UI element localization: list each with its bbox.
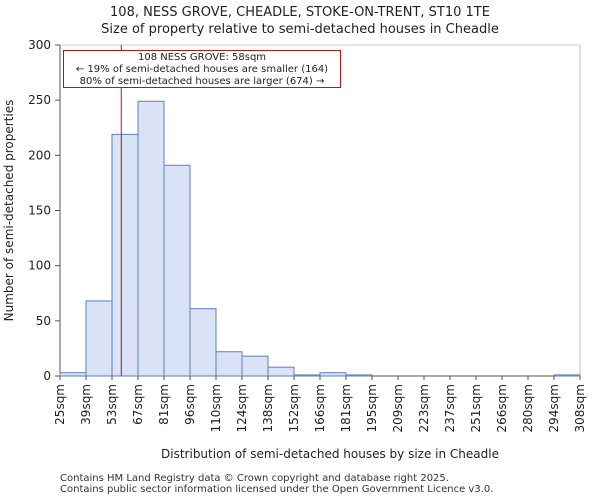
histogram-bar (189, 308, 217, 377)
annotation-line-2: ← 19% of semi-detached houses are smalle… (75, 64, 329, 75)
x-tick-label: 251sqm (469, 384, 483, 432)
x-tick-label: 96sqm (183, 384, 197, 425)
footer-line-1: Contains HM Land Registry data © Crown c… (60, 473, 449, 484)
annotation-line-1: 108 NESS GROVE: 58sqm (137, 52, 267, 63)
x-tick-label: 67sqm (131, 384, 145, 425)
x-tick-label: 237sqm (443, 384, 457, 432)
y-tick-label: 250 (28, 93, 51, 107)
x-tick-label: 195sqm (365, 384, 379, 432)
chart-subtitle: Size of property relative to semi-detach… (101, 22, 499, 37)
x-tick-label: 152sqm (287, 384, 301, 432)
annotation-line-3: 80% of semi-detached houses are larger (… (79, 76, 325, 87)
histogram-bar (345, 374, 373, 377)
x-tick-label: 280sqm (521, 384, 535, 432)
histogram-bar (59, 372, 87, 377)
y-tick-label: 100 (28, 259, 51, 273)
x-tick-label: 124sqm (235, 384, 249, 432)
x-tick-label: 294sqm (547, 384, 561, 432)
x-tick-label: 181sqm (339, 384, 353, 432)
x-tick-label: 138sqm (261, 384, 275, 432)
histogram-bar (111, 133, 139, 377)
x-tick-label: 110sqm (209, 384, 223, 432)
footer-line-2: Contains public sector information licen… (60, 484, 494, 495)
y-tick-label: 300 (28, 38, 51, 52)
histogram-bar (215, 351, 243, 377)
histogram-bar (267, 366, 295, 377)
y-tick-label: 150 (28, 204, 51, 218)
y-tick-label: 50 (36, 314, 51, 328)
chart-title: 108, NESS GROVE, CHEADLE, STOKE-ON-TRENT… (110, 5, 490, 20)
x-tick-label: 266sqm (495, 384, 509, 432)
histogram-bar (293, 374, 321, 377)
histogram-bar (85, 300, 113, 377)
histogram-bar (319, 372, 347, 377)
histogram-bar (553, 374, 581, 377)
histogram-bar (241, 355, 269, 377)
histogram-bar (163, 164, 191, 377)
x-tick-label: 25sqm (53, 384, 67, 425)
histogram-bar (137, 100, 165, 377)
marker-annotation-box: 108 NESS GROVE: 58sqm ← 19% of semi-deta… (63, 50, 341, 88)
x-tick-label: 223sqm (417, 384, 431, 432)
x-tick-label: 308sqm (573, 384, 587, 432)
x-tick-label: 53sqm (105, 384, 119, 425)
y-axis-label: Number of semi-detached properties (2, 100, 16, 322)
y-tick-label: 0 (43, 369, 51, 383)
x-tick-label: 81sqm (157, 384, 171, 425)
x-tick-label: 39sqm (79, 384, 93, 425)
y-tick-label: 200 (28, 148, 51, 162)
x-tick-label: 209sqm (391, 384, 405, 432)
x-tick-label: 166sqm (313, 384, 327, 432)
x-axis-label: Distribution of semi-detached houses by … (161, 447, 499, 461)
